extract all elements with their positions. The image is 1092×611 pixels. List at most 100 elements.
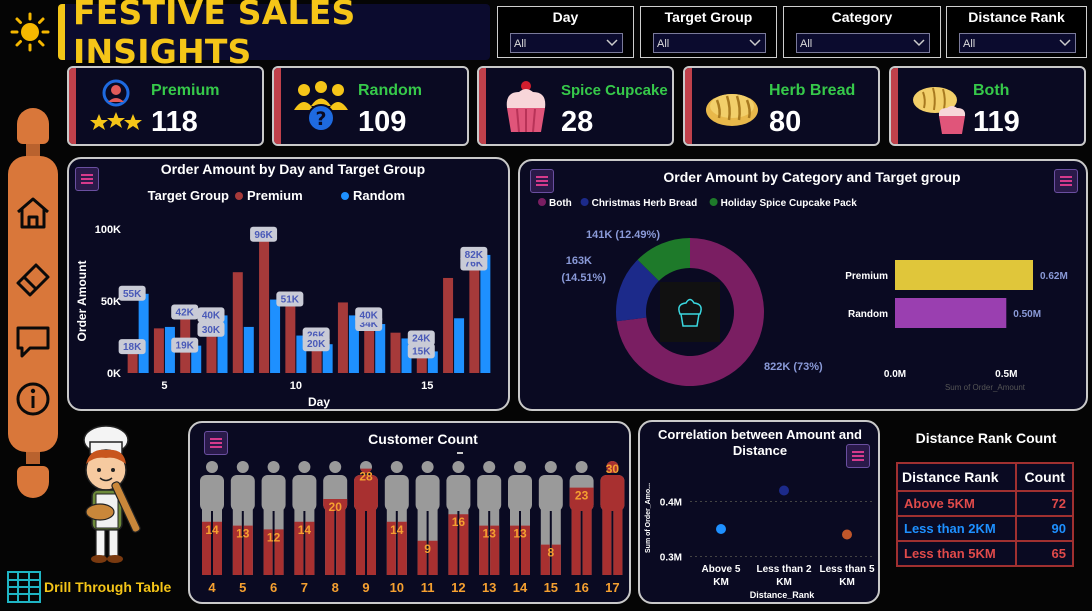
drill-through-button[interactable]: Drill Through Table [6,568,181,606]
data-label-bg [171,337,199,353]
slice-label: 141K (12.49%) [586,229,660,241]
person-figure[interactable] [600,461,625,575]
slicer-category[interactable]: Category All [783,6,941,58]
bar-random[interactable] [322,344,333,373]
pie-slice[interactable] [616,259,659,322]
person-figure[interactable] [477,461,502,575]
order-by-day-chart: Order Amount by Day and Target Group Targ… [75,161,491,409]
focus-marker [457,452,463,454]
hbar[interactable] [895,298,1007,328]
pie-slice[interactable] [616,238,764,386]
scatter-point[interactable] [716,524,726,534]
bar-random[interactable] [138,293,149,373]
bar-premium[interactable] [206,329,217,373]
chart-title: Distance [733,443,787,458]
slicer-dropdown[interactable]: All [959,33,1076,53]
slicer-value: All [800,38,813,50]
bar-premium[interactable] [469,263,480,373]
report-icon[interactable] [846,444,870,468]
data-label: 30K [202,325,221,336]
kpi-card-premium: Premium 118 [67,66,264,146]
bar-random[interactable] [296,335,307,373]
kpi-label: Both [973,82,1010,99]
bar-random[interactable] [217,315,228,373]
person-figure[interactable] [323,461,348,575]
home-icon[interactable] [14,194,52,232]
bar-random[interactable] [454,318,465,373]
data-label: 34K [360,319,379,330]
chevron-down-icon [606,39,618,47]
bar-premium[interactable] [364,321,375,373]
bar-premium[interactable] [337,302,348,373]
bar-premium[interactable] [153,328,164,373]
x-tick-label: 12 [451,580,465,595]
chat-icon[interactable] [14,322,52,360]
kpi-label: Random [358,82,422,99]
y-tick-label: 0.4M [660,498,682,509]
report-icon[interactable] [75,167,99,191]
y-tick-label: 0.3M [660,553,682,564]
count-cell: 72 [1015,490,1074,517]
report-icon[interactable] [530,169,554,193]
report-icon[interactable] [1054,169,1078,193]
data-label-bg [118,285,146,301]
info-icon[interactable] [14,380,52,418]
person-figure[interactable] [446,461,471,575]
person-figure[interactable] [569,461,594,575]
legend-label: Random [353,188,405,203]
chart-title: Order Amount by Day and Target Group [161,161,425,177]
bar-premium[interactable] [127,347,138,373]
bar-random[interactable] [243,326,254,373]
bar-random[interactable] [480,254,491,373]
slicer-dropdown[interactable]: All [653,33,766,53]
y-tick-label: 50K [101,296,121,308]
bar-premium[interactable] [285,303,296,373]
column-header[interactable]: Distance Rank [895,462,1018,492]
bar-premium[interactable] [259,234,270,373]
y-axis-label: Order Amount [75,261,89,342]
bar-random[interactable] [164,326,175,373]
slice-label: 822K (73%) [764,361,823,373]
slicer-label: Target Group [664,9,753,25]
count-label: 13 [483,527,497,541]
person-figure[interactable] [508,461,532,575]
person-figure[interactable] [384,461,409,575]
bar-premium[interactable] [311,334,322,373]
bar-random[interactable] [375,324,386,373]
person-figure[interactable] [354,461,378,575]
pie-slice[interactable] [637,238,690,281]
bar-premium[interactable] [443,277,454,373]
order-by-category-chart: Order Amount by Category and Target grou… [538,169,1068,392]
legend-label: Both [549,198,572,209]
person-figure[interactable] [230,461,255,575]
hbar[interactable] [895,260,1033,290]
bar-random[interactable] [270,299,281,373]
bar-random[interactable] [348,315,359,373]
slicer-dropdown[interactable]: All [510,33,623,53]
bar-premium[interactable] [390,332,401,373]
person-figure[interactable] [200,461,224,575]
report-icon[interactable] [204,431,228,455]
person-figure[interactable] [292,461,317,575]
bar-random[interactable] [401,338,412,373]
kpi-value: 118 [151,106,198,138]
slicer-label: Day [552,9,579,25]
eraser-icon[interactable] [14,260,52,298]
scatter-point[interactable] [779,485,789,496]
bread-icon [706,94,758,126]
bar-random[interactable] [427,351,438,373]
person-figure[interactable] [415,461,440,575]
slicer-target-group[interactable]: Target Group All [640,6,777,58]
legend-marker [538,198,546,206]
chef-illustration [83,425,141,563]
person-figure[interactable] [538,461,563,575]
slicer-dropdown[interactable]: All [796,33,930,53]
scatter-point[interactable] [842,529,852,540]
column-header[interactable]: Count [1015,462,1074,492]
bar-premium[interactable] [232,272,243,373]
bar-random[interactable] [191,345,202,373]
data-label: 26K [307,331,326,342]
slicer-distance-rank[interactable]: Distance Rank All [946,6,1087,58]
slicer-day[interactable]: Day All [497,6,634,58]
person-figure[interactable] [261,461,286,575]
